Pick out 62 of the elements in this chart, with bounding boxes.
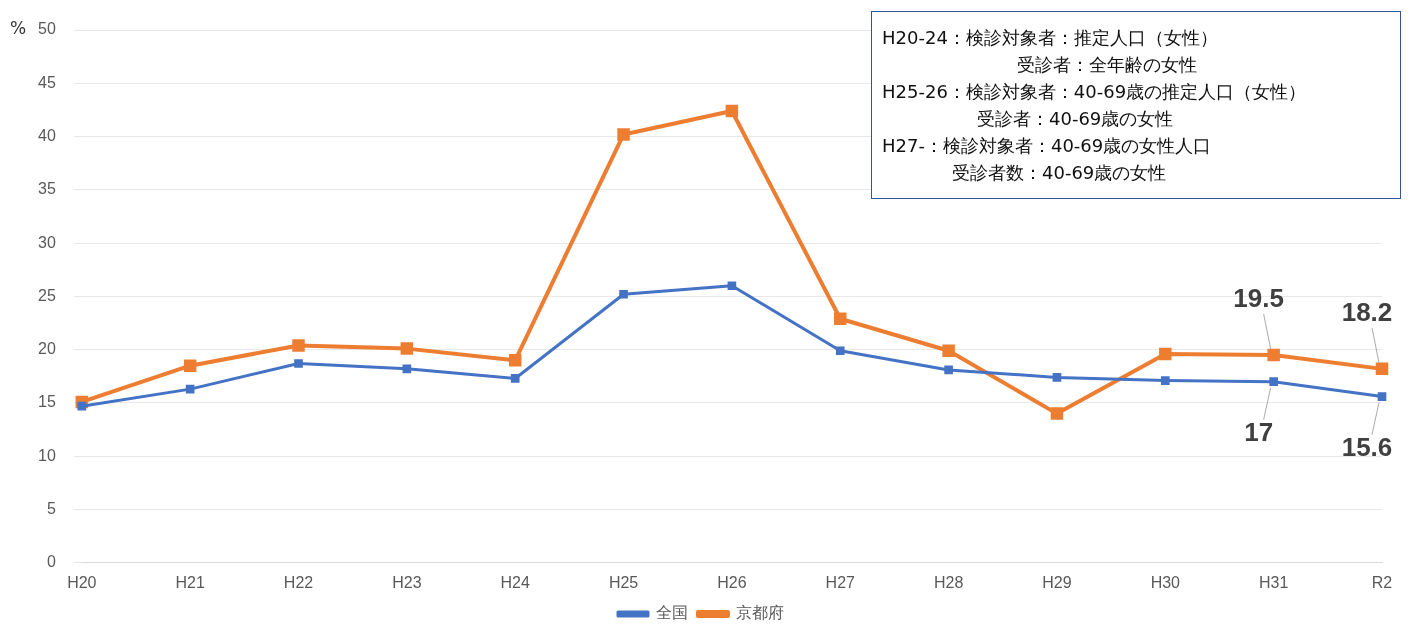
point (1377, 392, 1387, 401)
point (619, 289, 628, 299)
y-tick-label: 40 (38, 126, 56, 144)
point (1267, 348, 1280, 362)
point (185, 384, 195, 394)
y-tick-label: 45 (38, 73, 56, 91)
point (1052, 373, 1062, 382)
point (508, 354, 522, 367)
point (727, 281, 737, 291)
y-tick-label: 25 (38, 286, 56, 304)
x-tick-label: H20 (67, 573, 97, 591)
annotation: H27-：検診対象者：40-69歳の女性人口 (882, 134, 1213, 158)
y-tick-label: 15 (38, 393, 56, 411)
point (835, 346, 845, 356)
y-tick-label: 20 (38, 340, 56, 358)
legend-label: 全国 (656, 604, 688, 622)
x-tick-label: H31 (1258, 573, 1289, 591)
x-tick-label: H23 (392, 573, 422, 591)
data-label: 15.6 (1341, 431, 1393, 462)
annotation: 受診者：全年齢の女性 (1016, 53, 1198, 77)
point (1050, 407, 1064, 420)
point (617, 128, 630, 141)
data-label: 19.5 (1233, 283, 1284, 314)
y-tick-label: 10 (38, 446, 56, 464)
annotation: 受診者：40-69歳の女性 (976, 107, 1175, 131)
point (292, 339, 305, 352)
x-tick-label: H28 (933, 573, 964, 591)
point (1269, 377, 1278, 386)
y-axis-title: % (10, 18, 27, 38)
point (944, 365, 953, 375)
x-tick-label: H24 (500, 573, 530, 591)
y-tick-label: 0 (46, 553, 56, 571)
y-tick-label: 35 (38, 180, 56, 198)
annotation: H25-26：検診対象者：40-69歳の推定人口（女性） (882, 80, 1308, 104)
y-tick-label: 30 (38, 233, 56, 251)
point (77, 401, 87, 411)
x-tick-label: H26 (717, 573, 747, 591)
point (400, 342, 414, 355)
point (402, 364, 412, 374)
x-tick-label: R2 (1371, 573, 1393, 591)
point (294, 359, 303, 368)
point (1160, 376, 1170, 385)
y-tick-label: 5 (46, 499, 56, 517)
annotation: H20-24：検診対象者：推定人口（女性） (882, 26, 1219, 50)
data-label: 17 (1244, 416, 1274, 447)
x-tick-label: H29 (1042, 573, 1072, 591)
point (834, 312, 847, 326)
point (510, 374, 520, 383)
point (725, 104, 739, 118)
x-tick-label: H27 (825, 573, 856, 591)
point (1159, 347, 1172, 361)
point (1375, 362, 1389, 376)
legend-label: 京都府 (736, 604, 784, 622)
x-tick-label: H22 (283, 573, 314, 591)
x-tick-label: H25 (608, 573, 639, 591)
annotation: 受診者数：40-69歳の女性 (951, 161, 1168, 185)
y-tick-label: 50 (38, 20, 56, 38)
x-tick-label: H30 (1150, 573, 1181, 591)
point (942, 344, 955, 357)
data-label: 18.2 (1341, 297, 1393, 328)
point (183, 359, 197, 372)
x-tick-label: H21 (175, 573, 205, 591)
